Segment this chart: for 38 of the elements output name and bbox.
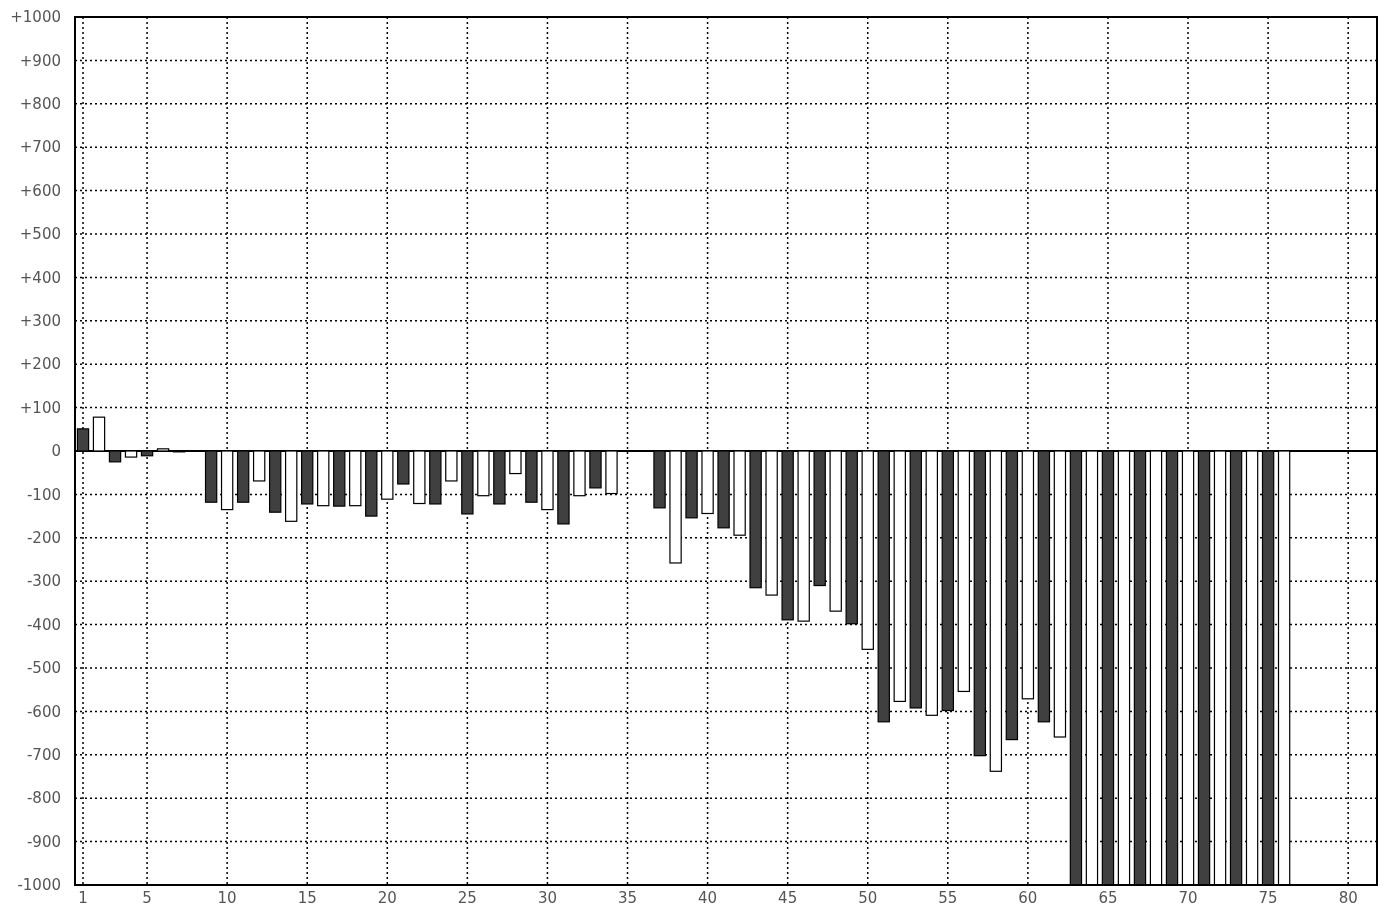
y-tick-label: +100: [19, 398, 61, 417]
x-tick-label: 75: [1258, 889, 1278, 907]
y-tick-label: -600: [26, 702, 61, 721]
x-tick-label: 45: [778, 889, 798, 907]
y-tick-label: -300: [26, 572, 61, 591]
y-tick-label: -200: [26, 529, 61, 548]
y-tick-label: -1000: [17, 876, 61, 895]
x-tick-label: 40: [698, 889, 718, 907]
y-tick-label: +300: [19, 312, 61, 331]
y-tick-label: +800: [19, 95, 61, 114]
x-tick-label: 50: [858, 889, 878, 907]
y-tick-label: -700: [26, 746, 61, 765]
y-tick-label: +900: [19, 51, 61, 70]
x-tick-label: 80: [1338, 889, 1358, 907]
y-tick-label: +600: [19, 181, 61, 200]
x-tick-label: 70: [1178, 889, 1198, 907]
x-tick-label: 65: [1098, 889, 1118, 907]
y-tick-label: -900: [26, 832, 61, 851]
x-tick-label: 10: [217, 889, 237, 907]
y-tick-label: +200: [19, 355, 61, 374]
y-tick-label: -400: [26, 615, 61, 634]
y-tick-label: -800: [26, 789, 61, 808]
x-tick-label: 30: [537, 889, 557, 907]
x-tick-label: 5: [142, 889, 152, 907]
y-tick-label: +500: [19, 225, 61, 244]
x-tick-label: 25: [457, 889, 477, 907]
y-tick-label: +700: [19, 138, 61, 157]
x-tick-label: 15: [297, 889, 317, 907]
y-tick-label: +1000: [10, 8, 61, 27]
x-tick-label: 35: [617, 889, 638, 907]
x-tick-label: 20: [377, 889, 397, 907]
y-tick-label: -500: [26, 659, 61, 678]
x-tick-label: 55: [938, 889, 958, 907]
y-tick-label: 0: [51, 442, 61, 461]
y-tick-label: -100: [26, 485, 61, 504]
x-tick-label: 1: [78, 889, 88, 907]
x-tick-label: 60: [1018, 889, 1038, 907]
y-tick-label: +400: [19, 268, 61, 287]
